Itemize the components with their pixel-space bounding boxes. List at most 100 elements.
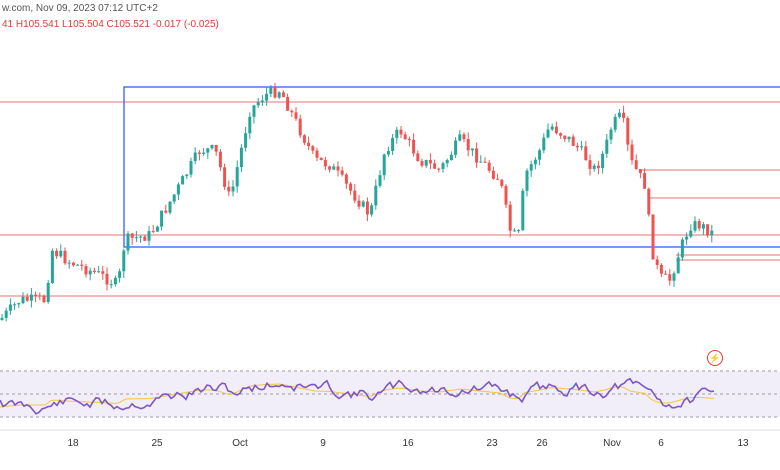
candle-body-69 xyxy=(67,262,71,264)
candle-body-296 xyxy=(294,112,298,119)
candle-body-418 xyxy=(416,153,420,162)
candle-body-149 xyxy=(147,231,151,241)
candle-body-90 xyxy=(88,270,92,275)
candle-body-73 xyxy=(71,262,75,266)
candle-body-6 xyxy=(4,310,8,318)
chart-source-title: w.com, Nov 09, 2023 07:12 UTC+2 xyxy=(2,3,158,14)
candle-body-31 xyxy=(29,294,33,301)
candle-body-577 xyxy=(575,145,579,148)
candle-body-493 xyxy=(491,170,495,179)
candle-body-86 xyxy=(84,266,88,275)
x-tick-label-3: 9 xyxy=(320,438,326,449)
candle-body-552 xyxy=(550,126,554,130)
candle-body-598 xyxy=(596,165,600,169)
candle-body-233 xyxy=(231,186,235,192)
x-tick-label-9: 13 xyxy=(737,438,749,449)
candle-body-468 xyxy=(466,139,470,151)
candle-body-649 xyxy=(647,188,651,215)
candle-body-36 xyxy=(34,294,38,296)
candle-body-506 xyxy=(504,185,508,205)
candle-body-275 xyxy=(273,87,277,98)
candle-body-372 xyxy=(370,205,374,215)
candle-body-170 xyxy=(168,201,172,213)
candle-body-178 xyxy=(176,184,180,195)
candle-body-216 xyxy=(214,144,218,152)
candle-body-246 xyxy=(244,133,248,148)
x-tick-label-7: Nov xyxy=(603,438,621,449)
candle-body-439 xyxy=(437,168,441,170)
candle-body-283 xyxy=(281,92,285,98)
x-axis: 18 25 Oct 9 16 23 26 Nov 6 13 xyxy=(0,429,780,449)
candle-body-279 xyxy=(277,92,281,98)
candle-body-82 xyxy=(80,264,84,267)
candle-body-191 xyxy=(189,161,193,175)
x-tick-label-6: 26 xyxy=(536,438,548,449)
candle-body-443 xyxy=(441,163,445,169)
candle-body-489 xyxy=(487,162,491,171)
candle-body-653 xyxy=(651,214,655,260)
candle-body-267 xyxy=(265,93,269,101)
candle-body-464 xyxy=(462,134,466,140)
candle-body-304 xyxy=(302,135,306,143)
candle-body-145 xyxy=(143,236,147,241)
candle-body-317 xyxy=(315,150,319,158)
candle-body-111 xyxy=(109,284,113,286)
candle-body-695 xyxy=(693,221,697,231)
horizontal-levels xyxy=(0,101,780,297)
candle-body-611 xyxy=(609,129,613,140)
candle-body-405 xyxy=(403,134,407,140)
candle-body-48 xyxy=(46,282,50,303)
candle-body-514 xyxy=(512,230,516,232)
candle-body-271 xyxy=(269,87,273,94)
range-box xyxy=(123,86,780,248)
candle-body-2 xyxy=(0,317,4,320)
candle-body-691 xyxy=(689,230,693,237)
candle-body-78 xyxy=(76,264,80,266)
lightning-icon[interactable]: ⚡ xyxy=(707,350,723,366)
candle-body-708 xyxy=(706,224,710,236)
candle-body-342 xyxy=(340,170,344,175)
candle-body-569 xyxy=(567,136,571,140)
candle-body-498 xyxy=(496,178,500,180)
candle-body-624 xyxy=(622,112,626,119)
candle-body-523 xyxy=(521,190,525,231)
candle-body-355 xyxy=(353,190,357,201)
candle-body-334 xyxy=(332,166,336,170)
candle-body-10 xyxy=(8,304,12,311)
candle-body-23 xyxy=(21,296,25,304)
candle-body-128 xyxy=(126,233,130,251)
candle-body-573 xyxy=(571,136,575,146)
candle-body-535 xyxy=(533,159,537,165)
candle-body-409 xyxy=(407,139,411,141)
candle-body-561 xyxy=(559,133,563,136)
candle-body-703 xyxy=(701,224,705,229)
candle-body-544 xyxy=(542,137,546,151)
candle-body-384 xyxy=(382,154,386,176)
candle-body-712 xyxy=(710,230,714,236)
candle-body-141 xyxy=(139,236,143,238)
candle-body-330 xyxy=(328,166,332,170)
candle-body-682 xyxy=(680,239,684,258)
candle-body-519 xyxy=(517,230,521,232)
candle-body-619 xyxy=(617,112,621,117)
candle-body-309 xyxy=(307,142,311,147)
candle-body-414 xyxy=(412,139,416,154)
candle-body-674 xyxy=(672,273,676,281)
candle-body-615 xyxy=(613,116,617,130)
candle-body-645 xyxy=(643,172,647,189)
candle-body-699 xyxy=(697,221,701,229)
x-tick-label-5: 23 xyxy=(486,438,498,449)
candle-body-485 xyxy=(483,161,487,163)
candle-body-632 xyxy=(630,144,634,161)
candle-body-212 xyxy=(210,144,214,149)
candle-body-426 xyxy=(424,160,428,166)
candle-body-124 xyxy=(122,250,126,272)
candle-body-657 xyxy=(655,259,659,265)
candle-body-288 xyxy=(286,97,290,111)
candle-body-15 xyxy=(13,304,17,306)
candle-body-220 xyxy=(218,151,222,168)
candle-body-346 xyxy=(344,174,348,184)
x-tick-label-4: 16 xyxy=(402,438,414,449)
